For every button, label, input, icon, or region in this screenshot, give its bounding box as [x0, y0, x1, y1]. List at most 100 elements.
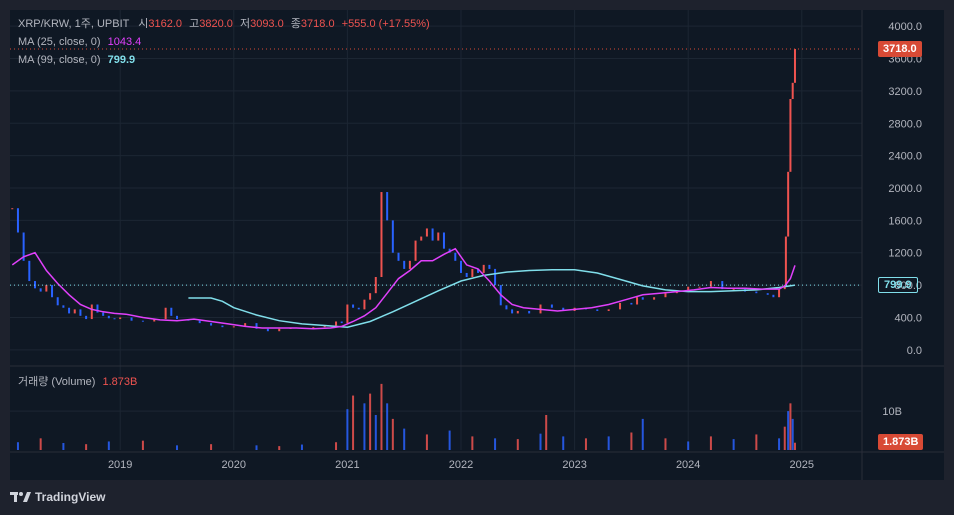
volume-bar [687, 441, 690, 450]
volume-bar [210, 444, 213, 450]
price-candle [791, 82, 794, 99]
price-tick-label: 2400.0 [888, 151, 922, 163]
price-candle [45, 285, 48, 292]
volume-bar [391, 418, 394, 450]
price-candle [79, 309, 82, 316]
price-candle [778, 289, 781, 298]
chart-frame[interactable]: 4000.0 3600.0 3200.0 2800.0 2400.0 2000.0 1600… [10, 10, 944, 480]
price-candle [787, 171, 790, 237]
price-candle [16, 208, 19, 233]
price-candle [766, 293, 769, 295]
price-candle [90, 304, 93, 320]
volume-bar [16, 442, 19, 450]
price-candle [454, 252, 457, 261]
volume-bar [369, 393, 372, 450]
price-candle [459, 260, 462, 273]
volume-value: 1.873B [102, 376, 138, 388]
volume-bar [783, 426, 786, 450]
low-label: 저 [239, 18, 251, 30]
volume-bar [175, 445, 178, 450]
price-candle [516, 310, 519, 314]
chart-canvas[interactable]: 4000.03600.03200.02800.02400.02000.01600… [10, 10, 944, 480]
volume-tag: 1.873B [878, 434, 924, 450]
price-candle [73, 309, 76, 314]
volume-tick-label: 10B [882, 406, 902, 418]
price-candle [62, 305, 65, 308]
price-tick-label: 2800.0 [888, 118, 922, 130]
volume-bar [791, 418, 794, 450]
ma99-label: MA (99, close, 0) [18, 54, 101, 66]
price-candle [471, 268, 474, 277]
price-candle [369, 293, 372, 300]
price-tick-label: 3200.0 [888, 86, 922, 98]
volume-bar [545, 415, 548, 450]
price-tick-label: 4000.0 [888, 21, 922, 33]
price-candle [175, 315, 178, 320]
volume-bar [778, 438, 781, 450]
price-candle [494, 268, 497, 286]
price-candle [425, 228, 428, 237]
change-value: +555.0 (+17.55%) [341, 18, 430, 30]
price-candle [312, 327, 315, 329]
close-value: 3718.0 [300, 18, 335, 30]
volume-bar [641, 418, 644, 450]
price-tick-label: 1600.0 [888, 215, 922, 227]
last-price-tag: 3718.0 [878, 40, 922, 57]
price-candle [784, 236, 787, 286]
price-candle [408, 260, 411, 269]
ma99-legend[interactable]: MA (99, close, 0) 799.9 [18, 52, 135, 68]
price-candle [266, 328, 269, 332]
volume-bar [539, 433, 542, 450]
volume-bar [386, 403, 389, 450]
price-candle [113, 318, 116, 320]
volume-bar [62, 443, 65, 450]
high-label: 고 [189, 18, 200, 30]
price-candle [709, 281, 712, 287]
volume-bar [607, 436, 610, 450]
price-candle [210, 323, 213, 326]
ma25-legend[interactable]: MA (25, close, 0) 1043.4 [18, 34, 141, 50]
price-candle [511, 309, 514, 314]
price-candle [39, 288, 42, 292]
low-value: 3093.0 [250, 18, 284, 30]
price-candle [153, 319, 156, 322]
price-candle [335, 321, 338, 326]
price-candle [482, 264, 485, 273]
symbol-label: XRP/KRW, 1주, UPBIT [18, 18, 130, 30]
price-candle [687, 286, 690, 292]
volume-bar [755, 434, 758, 450]
price-candle [102, 312, 105, 316]
price-candle [386, 192, 389, 221]
ma99-value: 799.9 [107, 54, 136, 66]
price-candle [755, 291, 758, 294]
volume-bar [380, 383, 383, 450]
volume-bar [787, 411, 790, 450]
volume-bar [403, 428, 406, 450]
ma99-line [188, 268, 796, 328]
price-candle [641, 297, 644, 300]
high-value: 3820.0 [199, 18, 233, 30]
price-tick-label: 800.0 [894, 280, 922, 292]
price-tick-label: 2000.0 [888, 183, 922, 195]
volume-bar [448, 430, 451, 450]
price-candle [698, 286, 701, 288]
tradingview-brand[interactable]: TradingView [10, 487, 105, 507]
price-candle [596, 309, 599, 311]
tradingview-logo-icon [10, 492, 31, 502]
price-candle [488, 264, 491, 269]
price-candle [374, 277, 377, 294]
time-tick-label: 2021 [335, 459, 359, 471]
price-candle [164, 307, 167, 320]
close-label: 종 [290, 18, 301, 30]
price-candle [244, 323, 247, 327]
price-candle [465, 272, 468, 277]
volume-bar [471, 436, 474, 450]
price-candle [793, 48, 796, 83]
volume-bar [352, 395, 355, 450]
price-candle [51, 285, 54, 298]
price-candle [403, 260, 406, 269]
volume-bar [374, 415, 377, 450]
price-candle [170, 307, 173, 316]
volume-legend[interactable]: 거래량 (Volume) 1.873B [18, 374, 137, 390]
price-candle [119, 317, 122, 320]
